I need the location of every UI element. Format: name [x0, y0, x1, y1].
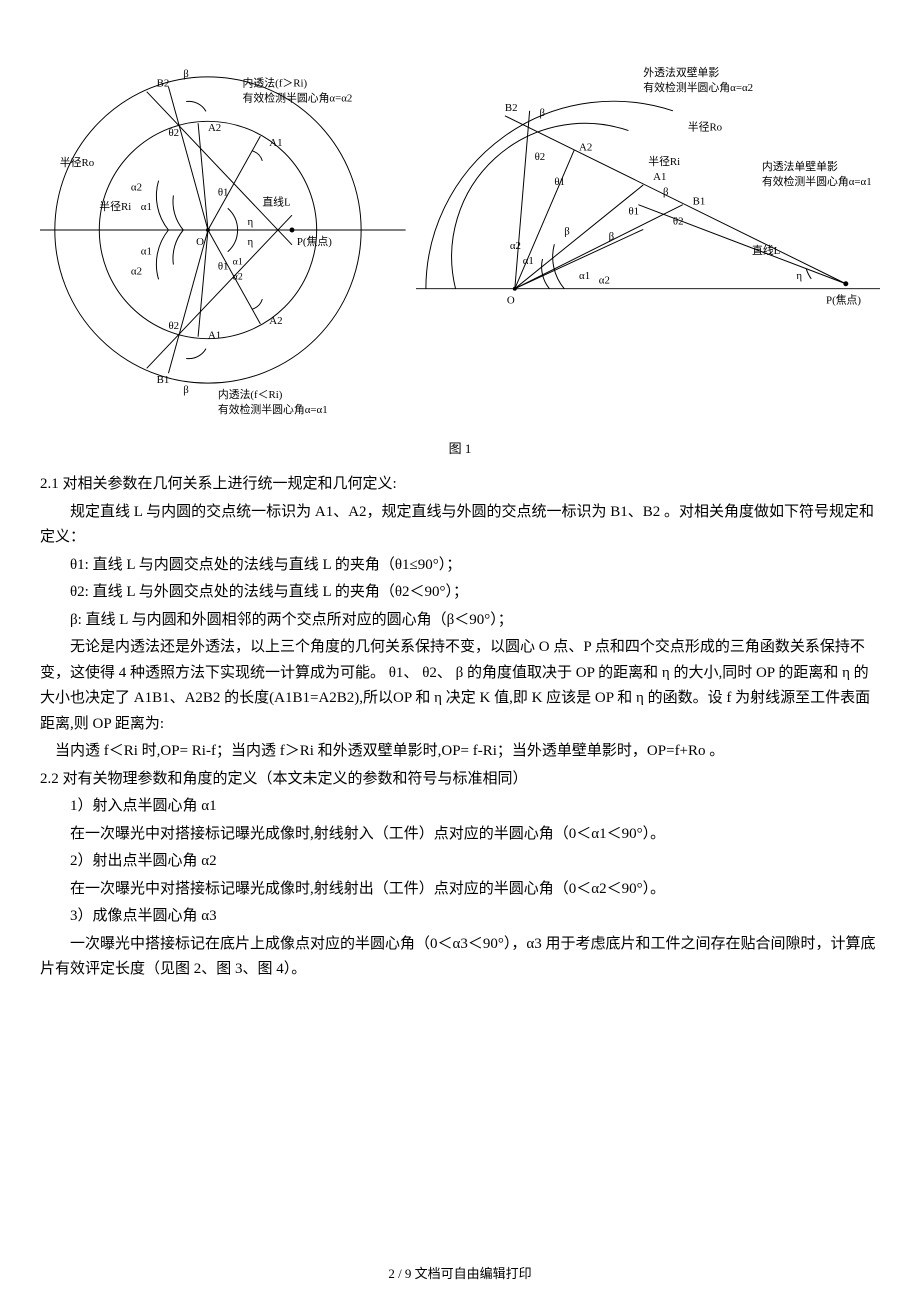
svg-text:半径Ri: 半径Ri — [99, 199, 131, 213]
s21-theta1: θ1: 直线 L 与内圆交点处的法线与直线 L 的夹角（θ1≤90°）； — [40, 553, 880, 579]
svg-text:α1: α1 — [579, 270, 590, 282]
svg-text:η: η — [247, 236, 253, 248]
svg-text:B2: B2 — [157, 78, 170, 90]
svg-text:B2: B2 — [505, 102, 518, 114]
svg-text:θ1: θ1 — [554, 176, 565, 188]
svg-text:O: O — [506, 295, 514, 307]
svg-text:半径Ro: 半径Ro — [60, 155, 95, 169]
svg-text:A2: A2 — [579, 141, 592, 153]
s22-2-body: 在一次曝光中对搭接标记曝光成像时,射线射出（工件）点对应的半圆心角（0＜α2＜9… — [40, 877, 880, 903]
svg-text:P(焦点): P(焦点) — [297, 235, 332, 248]
svg-text:α2: α2 — [131, 265, 142, 277]
s22-1-title: 1）射入点半圆心角 α1 — [40, 794, 880, 820]
svg-text:θ1: θ1 — [628, 206, 639, 218]
svg-text:α2: α2 — [509, 240, 520, 252]
svg-text:有效检测半圆心角α=α2: 有效检测半圆心角α=α2 — [243, 91, 353, 105]
svg-text:η: η — [796, 270, 802, 282]
svg-text:直线L: 直线L — [752, 243, 780, 257]
section-2-2-title: 2.2 对有关物理参数和角度的定义（本文未定义的参数和符号与标准相同） — [40, 767, 880, 793]
svg-text:外透法双壁单影: 外透法双壁单影 — [643, 65, 719, 79]
svg-text:θ2: θ2 — [534, 151, 545, 163]
svg-text:O: O — [196, 236, 204, 248]
svg-text:β: β — [183, 384, 189, 396]
svg-text:θ2: θ2 — [168, 320, 179, 332]
svg-text:P(焦点): P(焦点) — [826, 294, 861, 307]
svg-text:β: β — [564, 225, 570, 237]
svg-text:直线L: 直线L — [262, 194, 290, 208]
svg-text:α2: α2 — [131, 181, 142, 193]
s22-3-body: 一次曝光中搭接标记在底片上成像点对应的半圆心角（0＜α3＜90°），α3 用于考… — [40, 932, 880, 983]
svg-text:β: β — [608, 230, 614, 242]
figure-caption: 图 1 — [40, 438, 880, 460]
page-footer: 2 / 9 文档可自由编辑打印 — [40, 1263, 880, 1285]
svg-text:A2: A2 — [208, 122, 221, 134]
svg-text:有效检测半圆心角α=α1: 有效检测半圆心角α=α1 — [218, 402, 328, 416]
svg-text:β: β — [183, 68, 189, 80]
s21-p2: 无论是内透法还是外透法，以上三个角度的几何关系保持不变，以圆心 O 点、P 点和… — [40, 635, 880, 737]
svg-text:α1: α1 — [522, 255, 533, 267]
svg-text:A1: A1 — [269, 137, 282, 149]
svg-text:有效检测半圆心角α=α2: 有效检测半圆心角α=α2 — [643, 80, 753, 94]
svg-text:θ1: θ1 — [218, 261, 229, 273]
svg-text:A1: A1 — [208, 330, 221, 342]
s22-3-title: 3）成像点半圆心角 α3 — [40, 904, 880, 930]
s21-beta: β: 直线 L 与内圆和外圆相邻的两个交点所对应的圆心角（β＜90°）； — [40, 608, 880, 634]
svg-text:A2: A2 — [269, 315, 282, 327]
svg-text:α1: α1 — [141, 246, 152, 258]
svg-text:θ1: θ1 — [218, 186, 229, 198]
s22-1-body: 在一次曝光中对搭接标记曝光成像时,射线射入（工件）点对应的半圆心角（0＜α1＜9… — [40, 822, 880, 848]
svg-text:η: η — [247, 216, 253, 228]
svg-text:有效检测半圆心角α=α1: 有效检测半圆心角α=α1 — [761, 174, 871, 188]
svg-text:B1: B1 — [157, 374, 170, 386]
s22-2-title: 2）射出点半圆心角 α2 — [40, 849, 880, 875]
svg-text:β: β — [539, 107, 545, 119]
s21-p3: 当内透 f＜Ri 时,OP= Ri-f；当内透 f＞Ri 和外透双壁单影时,OP… — [40, 739, 880, 765]
s21-theta2: θ2: 直线 L 与外圆交点处的法线与直线 L 的夹角（θ2＜90°）； — [40, 580, 880, 606]
s21-p1: 规定直线 L 与内圆的交点统一标识为 A1、A2，规定直线与外圆的交点统一标识为… — [40, 500, 880, 551]
svg-text:半径Ro: 半径Ro — [687, 120, 722, 134]
svg-text:内透法单壁单影: 内透法单壁单影 — [761, 159, 837, 173]
svg-text:α1: α1 — [233, 257, 243, 268]
svg-text:内透法(f＜Ri): 内透法(f＜Ri) — [218, 387, 283, 401]
svg-text:θ2: θ2 — [168, 127, 179, 139]
svg-text:B1: B1 — [692, 196, 705, 208]
svg-text:内透法(f＞Ri): 内透法(f＞Ri) — [243, 76, 308, 90]
svg-text:α2: α2 — [233, 271, 243, 282]
figures-row: 半径Ro 半径Ri B2 A2 A1 B1 A1 A2 β β α1 α2 α1… — [40, 30, 880, 430]
section-2-1-title: 2.1 对相关参数在几何关系上进行统一规定和几何定义: — [40, 472, 880, 498]
svg-text:α1: α1 — [141, 201, 152, 213]
svg-text:θ2: θ2 — [672, 215, 683, 227]
svg-text:A1: A1 — [653, 171, 666, 183]
diagram-left: 半径Ro 半径Ri B2 A2 A1 B1 A1 A2 β β α1 α2 α1… — [40, 30, 406, 430]
svg-text:β: β — [663, 186, 669, 198]
svg-text:α2: α2 — [598, 275, 609, 287]
diagram-right: 半径Ro 半径Ri B2 A2 A1 B1 β β β β θ1 θ2 θ1 θ… — [416, 30, 880, 330]
svg-text:半径Ri: 半径Ri — [648, 154, 680, 168]
